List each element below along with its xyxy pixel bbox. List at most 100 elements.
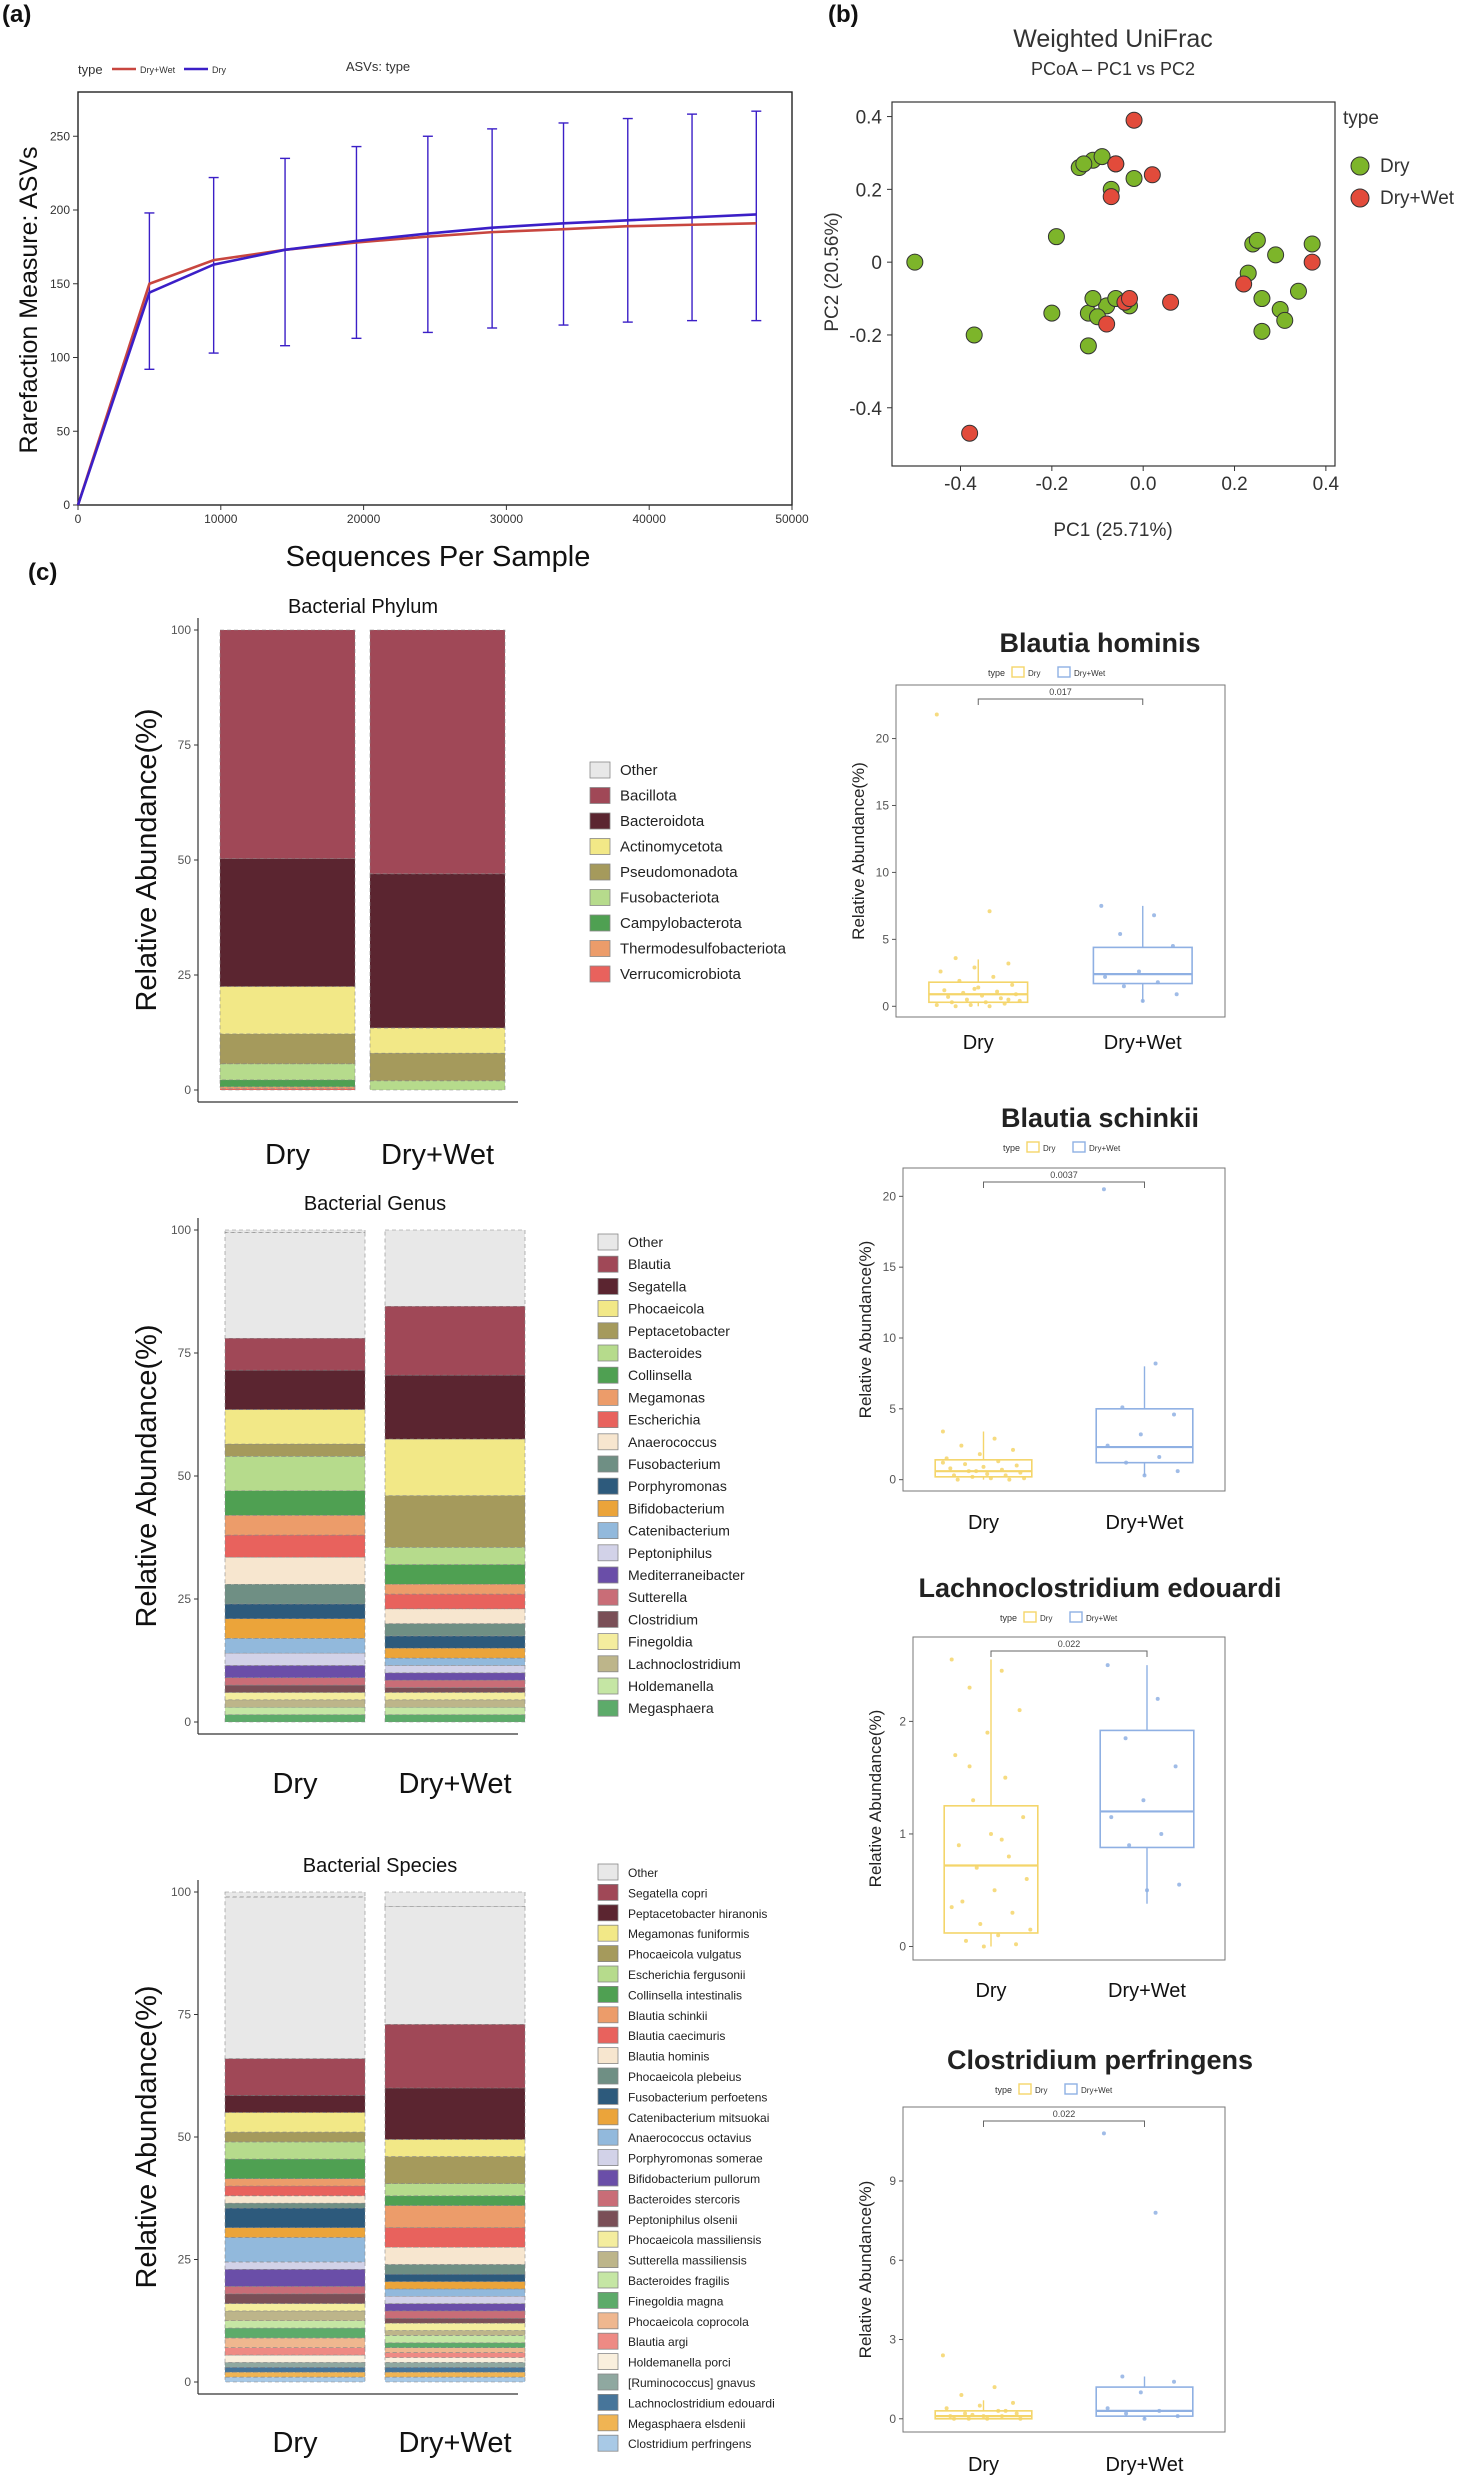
point-dry bbox=[1093, 148, 1111, 166]
point-dry bbox=[1079, 337, 1097, 355]
legend-label-dry: Dry bbox=[1028, 669, 1040, 678]
panel-label-a: (a) bbox=[2, 1, 31, 28]
x-tick-label: 40000 bbox=[633, 512, 667, 526]
legend-swatch-lachnoclostridium bbox=[597, 1655, 619, 1673]
point-dry bbox=[1003, 1775, 1008, 1780]
point-dry-wet bbox=[1101, 2131, 1106, 2136]
legend-label-clostridium-perfringens: Clostridium perfringens bbox=[628, 2437, 751, 2451]
point-dry bbox=[1047, 228, 1065, 246]
legend-swatch-peptoniphilus-olsenii bbox=[597, 2210, 619, 2228]
point-dry bbox=[1075, 155, 1093, 173]
legend-label-fusobacteriota: Fusobacteriota bbox=[620, 890, 720, 907]
x-tick-label: 20000 bbox=[347, 512, 381, 526]
x-tick-label: 0.0 bbox=[1130, 474, 1156, 495]
bar-segment-sutterella-massiliensis bbox=[224, 2310, 366, 2322]
point-dry-wet bbox=[1172, 1412, 1177, 1417]
point-dry-wet bbox=[1099, 903, 1104, 908]
bar-segment-pseudomonadota bbox=[369, 1052, 506, 1082]
point-dry bbox=[948, 1466, 953, 1471]
point-dry-wet bbox=[1175, 1469, 1180, 1474]
y-tick-label: 0.2 bbox=[856, 180, 882, 201]
point-dry bbox=[1014, 1942, 1019, 1947]
legend-label-phocaeicola: Phocaeicola bbox=[628, 1301, 704, 1317]
y-tick-label: 0 bbox=[889, 2412, 896, 2426]
bar-segment-clostridium bbox=[224, 1684, 366, 1693]
bar-segment-other bbox=[384, 1229, 526, 1307]
bar-segment-porphyromonas-somerae bbox=[384, 2295, 526, 2304]
bar-segment-bifidobacterium-pullorum bbox=[224, 2269, 366, 2287]
legend-swatch-phocaeicola-coprocola bbox=[597, 2312, 619, 2330]
legend-swatch-fusobacteriota bbox=[589, 889, 611, 906]
legend-label-porphyromonas: Porphyromonas bbox=[628, 1478, 727, 1494]
point-dry-wet bbox=[1159, 1831, 1164, 1836]
legend-label-peptacetobacter-hiranonis: Peptacetobacter hiranonis bbox=[628, 1907, 767, 1921]
bar-segment-blautia-hominis bbox=[224, 2195, 366, 2204]
bar-segment-lachnoclostridium-edouardi bbox=[384, 2367, 526, 2373]
legend-swatch-anaerococcus-octavius bbox=[597, 2128, 619, 2146]
point-dry bbox=[1013, 992, 1018, 997]
x-tick-label: 30000 bbox=[490, 512, 524, 526]
bar-segment-fusobacterium bbox=[224, 1583, 366, 1605]
point-dry bbox=[1084, 290, 1102, 308]
legend-swatch-clostridium-perfringens bbox=[597, 2434, 619, 2452]
legend-swatch-peptacetobacter bbox=[597, 1322, 619, 1340]
bar-segment-fusobacterium-perfoetens bbox=[224, 2207, 366, 2228]
legend-label-megamonas: Megamonas bbox=[628, 1389, 705, 1405]
y-tick-label: 15 bbox=[883, 1260, 897, 1274]
bar-segment-other bbox=[384, 1906, 526, 2025]
point-dry bbox=[957, 978, 962, 983]
legend-swatch-other bbox=[589, 761, 611, 779]
y-tick-label: 0 bbox=[184, 1083, 191, 1097]
legend-swatch-ruminococcus-gnavus bbox=[597, 2373, 619, 2391]
legend-swatch-dry-wet bbox=[1064, 2083, 1078, 2095]
bar-segment-escherichia bbox=[224, 1534, 366, 1558]
bar-segment-bacillota bbox=[219, 629, 356, 859]
point-dry-wet bbox=[1152, 913, 1157, 918]
point-dry bbox=[959, 2393, 964, 2398]
point-dry bbox=[1010, 982, 1015, 987]
chart-title: Weighted UniFrac bbox=[1013, 25, 1213, 53]
point-dry bbox=[1018, 2416, 1023, 2421]
point-dry-wet bbox=[1142, 2416, 1147, 2421]
plot-frame bbox=[902, 1167, 1226, 1492]
bar-segment-lachnoclostridium bbox=[384, 1699, 526, 1708]
legend-swatch-dry-wet bbox=[1057, 666, 1071, 678]
legend-swatch-catenibacterium bbox=[597, 1522, 619, 1539]
bar-segment-catenibacterium-mitsuokai bbox=[384, 2281, 526, 2290]
legend-title: type bbox=[1343, 108, 1379, 129]
legend-swatch-blautia-argi bbox=[597, 2332, 619, 2350]
bar-segment-collinsella-intestinalis bbox=[384, 2195, 526, 2206]
point-dry bbox=[1253, 290, 1271, 308]
y-tick-label: 50 bbox=[178, 853, 192, 867]
bar-segment-catenibacterium-mitsuokai bbox=[224, 2227, 366, 2238]
legend-swatch-fusobacterium bbox=[597, 1455, 619, 1473]
bar-segment-ruminococcus-gnavus bbox=[384, 2362, 526, 2368]
bar-segment-other bbox=[224, 1229, 366, 1233]
legend-label-dry-wet: Dry+Wet bbox=[1081, 2086, 1113, 2095]
box-dry-wet bbox=[1092, 946, 1193, 985]
bar-segment-collinsella-intestinalis bbox=[224, 2158, 366, 2179]
x-category-label: Dry+Wet bbox=[398, 2427, 511, 2459]
bar-segment-sutterella bbox=[384, 1679, 526, 1688]
point-dry bbox=[1024, 1876, 1029, 1881]
p-value: 0.0037 bbox=[1050, 1170, 1078, 1180]
legend-swatch-bacteroides-fragilis bbox=[597, 2271, 619, 2289]
point-dry-wet bbox=[1121, 984, 1126, 989]
point-dry bbox=[1028, 1927, 1033, 1932]
y-tick-label: 0 bbox=[184, 1715, 191, 1729]
chart-title: Blautia schinkii bbox=[1001, 1103, 1199, 1133]
legend-label-dry-wet: Dry+Wet bbox=[140, 65, 176, 75]
genus-stacked-bar-chart: 0 25 50 75 100 Relative Abundance(%) Bacterial… bbox=[131, 1193, 745, 1800]
y-tick-label: 0.4 bbox=[856, 108, 883, 129]
point-dry-wet bbox=[1172, 2379, 1177, 2384]
y-tick-label: 9 bbox=[889, 2174, 896, 2188]
point-dry bbox=[1014, 2411, 1019, 2416]
bar-segment-phocaeicola-plebeius bbox=[384, 2264, 526, 2275]
legend-label-pseudomonadota: Pseudomonadota bbox=[620, 864, 738, 881]
bar-segment-bifidobacterium-pullorum bbox=[384, 2303, 526, 2312]
bar-segment-finegoldia bbox=[384, 1692, 526, 1701]
p-value: 0.017 bbox=[1049, 687, 1072, 697]
bar-segment-anaerococcus-octavius bbox=[384, 2288, 526, 2297]
bar-segment-segatella-copri bbox=[224, 2058, 366, 2096]
legend-label-dry-wet: Dry+Wet bbox=[1086, 1614, 1118, 1623]
